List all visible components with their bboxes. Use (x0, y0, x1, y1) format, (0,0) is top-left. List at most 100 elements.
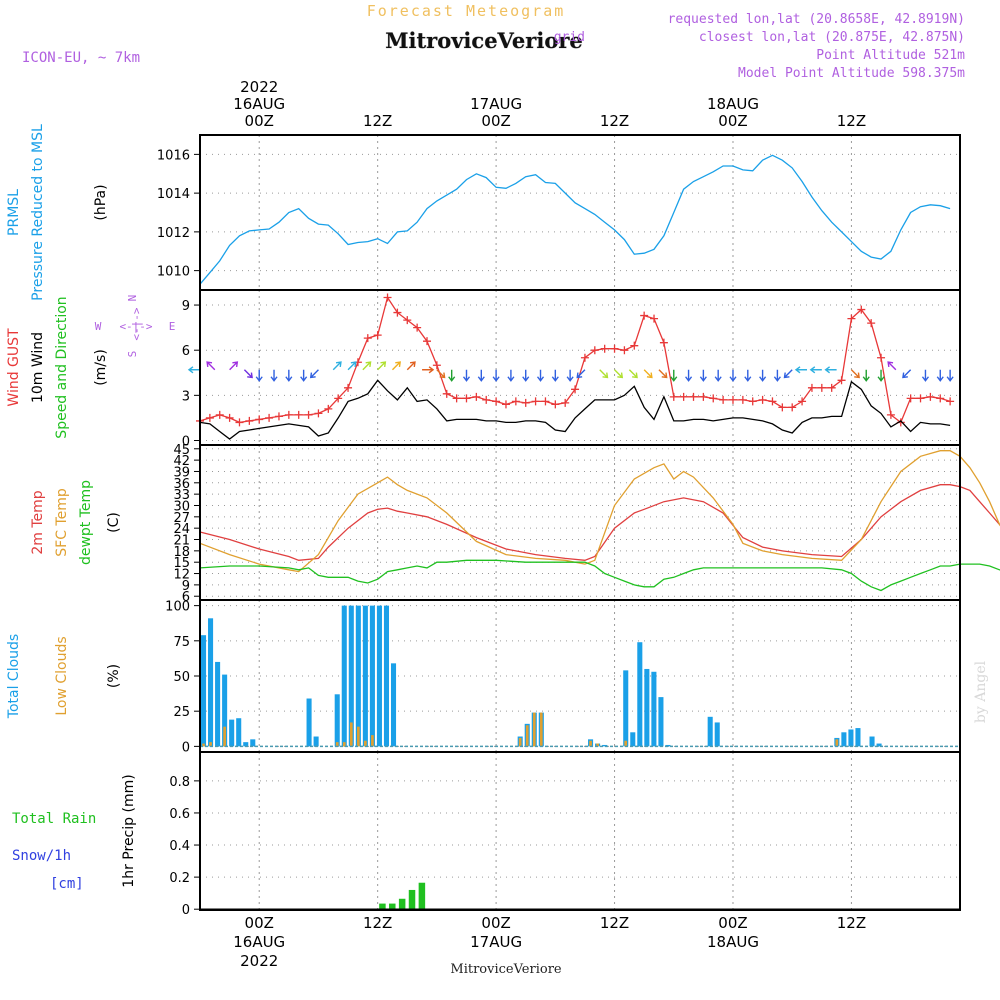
top-title: Forecast Meteogram (367, 2, 566, 20)
gust-marker (699, 392, 708, 401)
precip-bar (408, 889, 416, 910)
y-tick-label: 21 (173, 534, 190, 549)
panel-frame (199, 751, 961, 911)
bottom-axis-label: 16AUG (233, 933, 285, 951)
panel-bg (200, 445, 960, 600)
gust-marker (501, 400, 510, 409)
low-cloud-bar (342, 742, 346, 747)
gust-marker (571, 385, 580, 394)
wind-barb (946, 369, 954, 382)
footer-station: MitroviceVeriore (450, 962, 562, 977)
panel-bg (200, 290, 960, 445)
compass-arrow-h: <-|-> (119, 320, 152, 333)
wind-barb (391, 361, 401, 371)
gust-marker (403, 316, 412, 325)
gust-marker (590, 346, 599, 355)
total-cloud-bar (602, 744, 608, 747)
total-cloud-bar (200, 635, 207, 747)
y-tick-label: 0 (182, 434, 190, 449)
bottom-axis-label: 00Z (481, 914, 510, 932)
gust-marker (620, 346, 629, 355)
y-tick-label: 15 (173, 556, 190, 571)
wind-barb (862, 369, 870, 382)
wind-barb (362, 361, 372, 371)
gust-marker (689, 392, 698, 401)
wind-barb (448, 369, 456, 382)
panel-label: dewpt Temp (78, 480, 94, 565)
gust-marker (906, 394, 915, 403)
panel-unit: (%) (106, 664, 122, 688)
wind-barb (551, 369, 559, 382)
gust-marker (373, 331, 382, 340)
y-tick-label: 9 (182, 299, 190, 314)
y-tick-label: 75 (173, 635, 190, 650)
compass-e: E (169, 320, 176, 333)
y-tick-label: 12 (173, 568, 190, 583)
gust-marker (225, 413, 234, 422)
gust-marker (748, 397, 757, 406)
bottom-axis-label: 12Z (600, 914, 629, 932)
y-tick-label: 100 (165, 600, 190, 615)
y-tick-label: 9 (182, 579, 190, 594)
wind-barb (699, 369, 707, 382)
gust-marker (798, 397, 807, 406)
y-tick-label: 50 (173, 670, 190, 685)
gust-marker (877, 353, 886, 362)
gust-marker (650, 314, 659, 323)
bottom-axis-label: 12Z (363, 914, 392, 932)
gust-marker (393, 308, 402, 317)
low-cloud-bar (835, 739, 839, 747)
low-cloud-bar (624, 740, 628, 747)
requested-label: requested lon,lat (20.8658E, 42.8919N) (668, 12, 965, 27)
panel-label: PRMSL (6, 189, 22, 236)
series-10m-wind (199, 379, 951, 440)
gust-marker (728, 395, 737, 404)
compass-w: W (95, 320, 102, 333)
compass-s: S (126, 351, 139, 358)
wind-barb (536, 369, 545, 382)
low-cloud-bar (532, 712, 536, 747)
compass-n: N (126, 295, 139, 302)
gust-marker (413, 323, 422, 332)
precip-legend-label: [cm] (50, 876, 84, 892)
gust-marker (531, 397, 540, 406)
total-cloud-bar (869, 736, 875, 747)
total-cloud-bar (637, 642, 643, 747)
bottom-axis-label: 00Z (245, 914, 274, 932)
low-cloud-bar (518, 737, 522, 747)
low-cloud-bar (525, 725, 529, 747)
gust-marker (936, 394, 945, 403)
gust-marker (719, 395, 728, 404)
top-axis-label: 16AUG (233, 95, 285, 113)
panel-bg (200, 135, 960, 290)
low-cloud-bar (209, 742, 212, 747)
wind-barb (936, 369, 944, 382)
y-tick-label: 24 (173, 522, 190, 537)
wind-barb (422, 366, 435, 374)
gust-marker (363, 334, 372, 343)
wind-barb (187, 366, 200, 374)
total-cloud-bar (341, 605, 347, 747)
closest-label: closest lon,lat (20.875E, 42.875N) (699, 30, 965, 45)
wind-barb (285, 369, 293, 382)
panel-unit: (C) (106, 512, 122, 533)
wind-barb (477, 369, 485, 382)
wind-barb (614, 369, 624, 379)
gust-marker (541, 397, 550, 406)
gust-marker (630, 341, 639, 350)
total-cloud-bar (243, 742, 249, 747)
y-tick-label: 39 (173, 465, 190, 480)
total-cloud-bar (855, 728, 861, 747)
gust-marker (294, 410, 303, 419)
wind-barb (492, 369, 500, 382)
bottom-axis-label: 2022 (240, 952, 278, 970)
y-tick-label: 1016 (157, 148, 190, 163)
wind-barb (300, 369, 308, 382)
y-tick-label: 0.6 (169, 807, 190, 822)
total-cloud-bar (313, 736, 319, 747)
panel-unit: (hPa) (93, 184, 109, 220)
wind-barb (759, 369, 767, 382)
panel-bg (200, 752, 960, 910)
y-tick-label: 6 (182, 590, 190, 605)
